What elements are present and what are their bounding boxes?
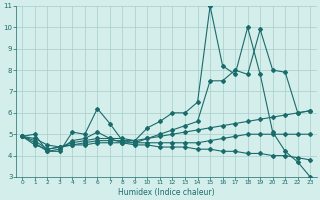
X-axis label: Humidex (Indice chaleur): Humidex (Indice chaleur)	[118, 188, 214, 197]
